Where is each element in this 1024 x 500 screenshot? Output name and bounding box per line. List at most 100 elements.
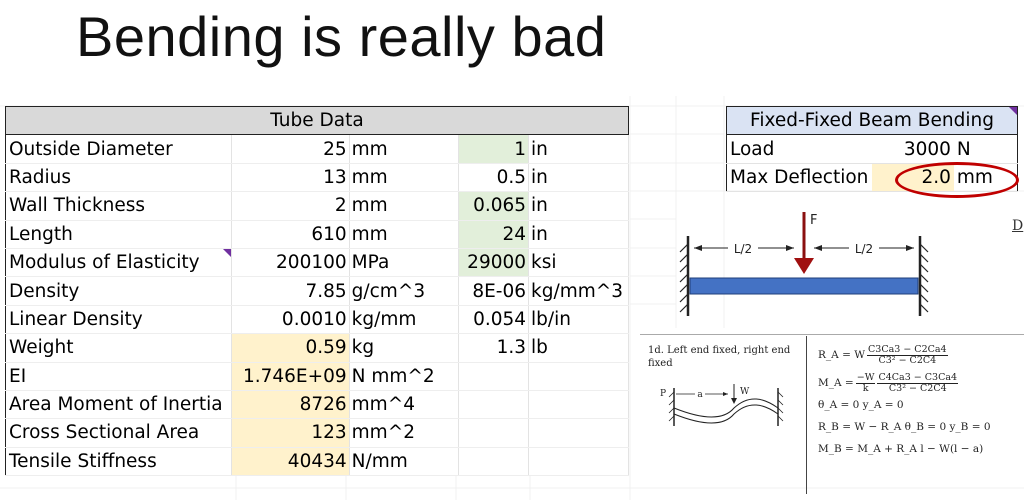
unit-imperial[interactable]: kg/mm^3 [528, 276, 629, 306]
divider [806, 336, 807, 494]
value-imperial[interactable] [458, 447, 530, 477]
value-imperial[interactable] [458, 418, 530, 448]
unit-metric[interactable]: mm^4 [349, 390, 460, 420]
row-label[interactable]: Density [5, 276, 232, 306]
row-label[interactable]: EI [5, 362, 232, 391]
tube-header[interactable]: Tube Data [5, 106, 629, 136]
half-length-label-left: L/2 [734, 242, 752, 256]
moment-label-p: P [660, 389, 666, 399]
formula-list: R_A = W C3Ca3 − C2Ca4 C3² − C2C4 M_A = −… [818, 344, 991, 460]
value-metric[interactable]: 0.0010 [231, 305, 350, 335]
unit-imperial[interactable]: in [528, 163, 629, 193]
table-row: Tensile Stiffness 40434 N/mm [5, 447, 629, 477]
dimension-label-a: a [697, 390, 703, 400]
fraction-denominator: C3² − C2C4 [888, 382, 947, 394]
value-metric[interactable]: 2 [231, 191, 350, 221]
slide-title: Bending is really bad [76, 5, 607, 68]
unit-metric[interactable]: mm^2 [349, 418, 460, 448]
table-row: Linear Density 0.0010 kg/mm 0.054 lb/in [5, 305, 629, 335]
unit-metric[interactable]: mm [349, 220, 460, 249]
formula-ma: M_A = −W k C4Ca3 − C3Ca4 C3² − C2C4 [818, 372, 991, 394]
value-metric[interactable]: 8726 [231, 390, 350, 420]
load-unit[interactable]: N [953, 134, 1018, 164]
value-metric[interactable]: 1.746E+09 [231, 362, 350, 391]
fraction-numerator: −W [855, 372, 876, 384]
row-label[interactable]: Cross Sectional Area [5, 418, 232, 448]
fixed-beam-diagram: L/2 L/2 F [679, 212, 929, 316]
unit-metric[interactable]: mm [349, 163, 460, 193]
row-label[interactable]: Area Moment of Inertia [5, 390, 232, 420]
unit-metric[interactable]: mm [349, 134, 460, 164]
value-imperial[interactable] [458, 390, 530, 420]
row-label[interactable]: Length [5, 220, 232, 249]
edge-letter: D [1012, 218, 1024, 234]
unit-metric[interactable]: g/cm^3 [349, 276, 460, 306]
table-row: Load 3000 N [726, 134, 1018, 164]
value-imperial[interactable]: 8E-06 [458, 276, 530, 306]
formula-theta-a: θ_A = 0 y_A = 0 [818, 398, 904, 411]
formula-mb: M_B = M_A + R_A l − W(l − a) [818, 442, 984, 455]
formula-ra: R_A = W C3Ca3 − C2Ca4 C3² − C2C4 [818, 344, 991, 366]
row-label[interactable]: Radius [5, 163, 232, 193]
value-imperial[interactable]: 0.5 [458, 163, 530, 193]
tube-data-table: Tube Data Outside Diameter 25 mm 1 in Ra… [5, 106, 629, 477]
value-metric[interactable]: 610 [231, 220, 350, 249]
value-imperial[interactable]: 1 [458, 134, 530, 164]
value-metric[interactable]: 7.85 [231, 276, 350, 306]
table-row: Radius 13 mm 0.5 in [5, 163, 629, 193]
divider [640, 334, 1024, 335]
load-label[interactable]: Load [726, 134, 873, 164]
load-value[interactable]: 3000 [872, 134, 954, 164]
force-label: F [810, 213, 817, 228]
value-imperial[interactable]: 24 [458, 220, 530, 249]
unit-metric[interactable]: N/mm [349, 447, 460, 477]
value-metric[interactable]: 40434 [231, 447, 350, 477]
row-label[interactable]: Weight [5, 333, 232, 363]
case-title: 1d. Left end fixed, right end fixed [648, 345, 791, 369]
value-metric[interactable]: 0.59 [231, 333, 350, 363]
value-metric[interactable]: 123 [231, 418, 350, 448]
load-label-w: W [740, 387, 750, 397]
unit-metric[interactable]: kg [349, 333, 460, 363]
value-metric[interactable]: 25 [231, 134, 350, 164]
row-label[interactable]: Outside Diameter [5, 134, 232, 164]
unit-metric[interactable]: MPa [349, 248, 460, 278]
value-imperial[interactable]: 1.3 [458, 333, 530, 363]
value-imperial[interactable]: 0.054 [458, 305, 530, 335]
unit-imperial[interactable] [528, 362, 629, 391]
unit-imperial[interactable]: in [528, 191, 629, 221]
unit-metric[interactable]: kg/mm [349, 305, 460, 335]
table-row: Weight 0.59 kg 1.3 lb [5, 333, 629, 363]
unit-imperial[interactable]: lb/in [528, 305, 629, 335]
beam-header[interactable]: Fixed-Fixed Beam Bending [726, 106, 1018, 136]
value-metric[interactable]: 13 [231, 163, 350, 193]
table-row: Area Moment of Inertia 8726 mm^4 [5, 390, 629, 420]
table-row: Density 7.85 g/cm^3 8E-06 kg/mm^3 [5, 276, 629, 306]
fraction-numerator: C4Ca3 − C3Ca4 [877, 372, 959, 384]
unit-imperial[interactable] [528, 418, 629, 448]
unit-metric[interactable]: N mm^2 [349, 362, 460, 391]
formula-text: R_A = W [818, 348, 866, 361]
table-row: Wall Thickness 2 mm 0.065 in [5, 191, 629, 221]
unit-imperial[interactable]: in [528, 134, 629, 164]
value-metric[interactable]: 200100 [231, 248, 350, 278]
deflection-label[interactable]: Max Deflection [726, 163, 873, 193]
row-label[interactable]: Tensile Stiffness [5, 447, 232, 477]
unit-imperial[interactable] [528, 447, 629, 477]
value-imperial[interactable]: 0.065 [458, 191, 530, 221]
row-label[interactable]: Modulus of Elasticity [5, 248, 232, 278]
table-row: EI 1.746E+09 N mm^2 [5, 362, 629, 391]
value-imperial[interactable]: 29000 [458, 248, 530, 278]
tube-header-row: Tube Data [5, 106, 629, 136]
row-label[interactable]: Linear Density [5, 305, 232, 335]
unit-metric[interactable]: mm [349, 191, 460, 221]
fraction: C3Ca3 − C2Ca4 C3² − C2C4 [867, 345, 948, 365]
half-length-label-right: L/2 [855, 242, 873, 256]
beam-header-row: Fixed-Fixed Beam Bending [726, 106, 1018, 136]
unit-imperial[interactable]: ksi [528, 248, 629, 278]
unit-imperial[interactable] [528, 390, 629, 420]
value-imperial[interactable] [458, 362, 530, 391]
unit-imperial[interactable]: in [528, 220, 629, 249]
unit-imperial[interactable]: lb [528, 333, 629, 363]
row-label[interactable]: Wall Thickness [5, 191, 232, 221]
